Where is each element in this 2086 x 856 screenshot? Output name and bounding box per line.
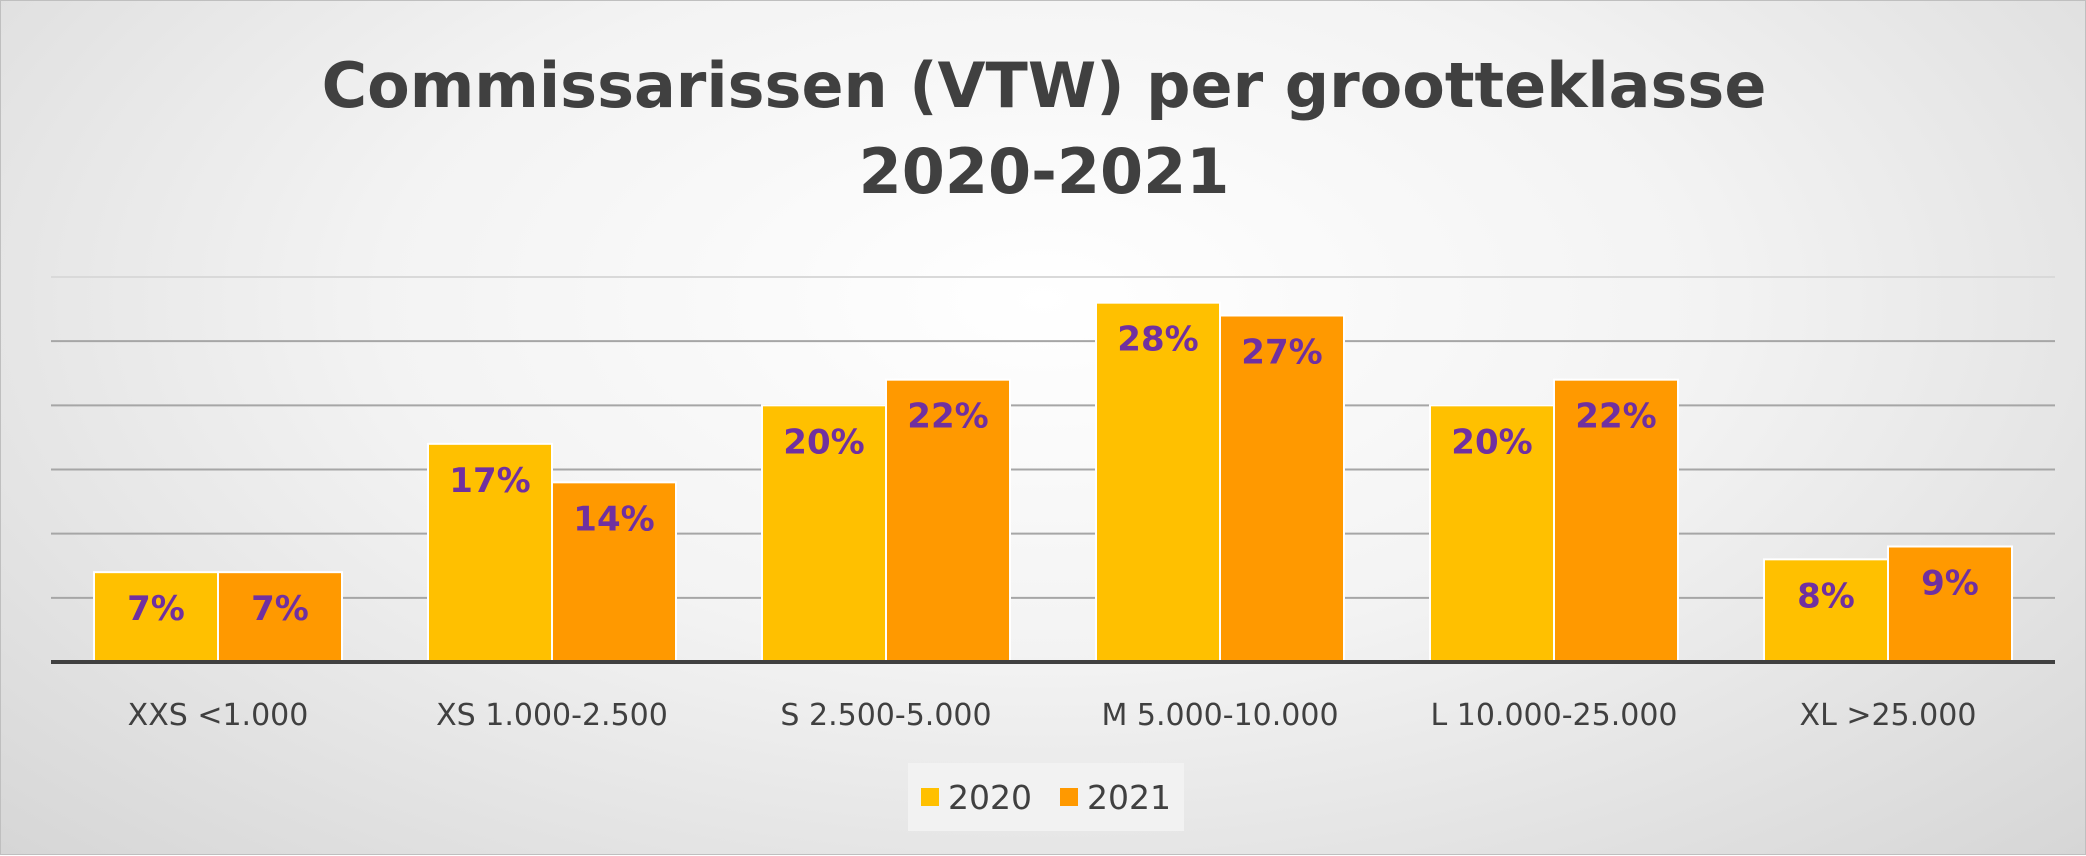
x-tick-label: S 2.500-5.000 <box>780 698 991 733</box>
x-tick-label: XXS <1.000 <box>128 698 309 733</box>
bar-2021-0 <box>217 571 343 664</box>
data-label: 17% <box>449 461 530 501</box>
x-tick-label: XL >25.000 <box>1800 698 1977 733</box>
x-tick-label: M 5.000-10.000 <box>1101 698 1338 733</box>
data-label: 22% <box>1575 397 1656 437</box>
legend-swatch-2021 <box>1060 788 1078 806</box>
legend-label-2020: 2020 <box>948 777 1032 817</box>
data-label: 7% <box>127 589 185 629</box>
x-tick-label: XS 1.000-2.500 <box>436 698 668 733</box>
bar-2020-1 <box>427 442 553 664</box>
bar-2021-4 <box>1553 378 1679 663</box>
bar-2021-5 <box>1887 545 2013 663</box>
data-label: 20% <box>1451 422 1532 462</box>
data-label: 22% <box>907 397 988 437</box>
chart-title-line-1: Commissarissen (VTW) per grootteklasse <box>321 49 1767 122</box>
legend: 2020 2021 <box>908 763 1184 831</box>
data-label: 20% <box>783 422 864 462</box>
data-label: 14% <box>573 499 654 539</box>
bar-2020-5 <box>1763 558 1889 663</box>
legend-label-2021: 2021 <box>1087 777 1171 817</box>
legend-item-2021: 2021 <box>1060 778 1171 817</box>
legend-item-2020: 2020 <box>921 778 1032 817</box>
data-label: 27% <box>1241 333 1322 373</box>
chart-title: Commissarissen (VTW) per grootteklasse 2… <box>1 43 2086 215</box>
bar-2021-1 <box>551 481 677 664</box>
bar-2020-3 <box>1095 301 1221 663</box>
data-label: 9% <box>1921 564 1979 604</box>
data-label: 8% <box>1797 576 1855 616</box>
x-tick-label: L 10.000-25.000 <box>1430 698 1677 733</box>
bar-2020-4 <box>1429 404 1555 663</box>
bar-2021-3 <box>1219 314 1345 663</box>
bar-2020-0 <box>93 571 219 664</box>
legend-swatch-2020 <box>921 788 940 806</box>
data-label: 7% <box>251 589 309 629</box>
chart-title-line-2: 2020-2021 <box>858 135 1230 208</box>
data-label: 28% <box>1117 320 1198 360</box>
